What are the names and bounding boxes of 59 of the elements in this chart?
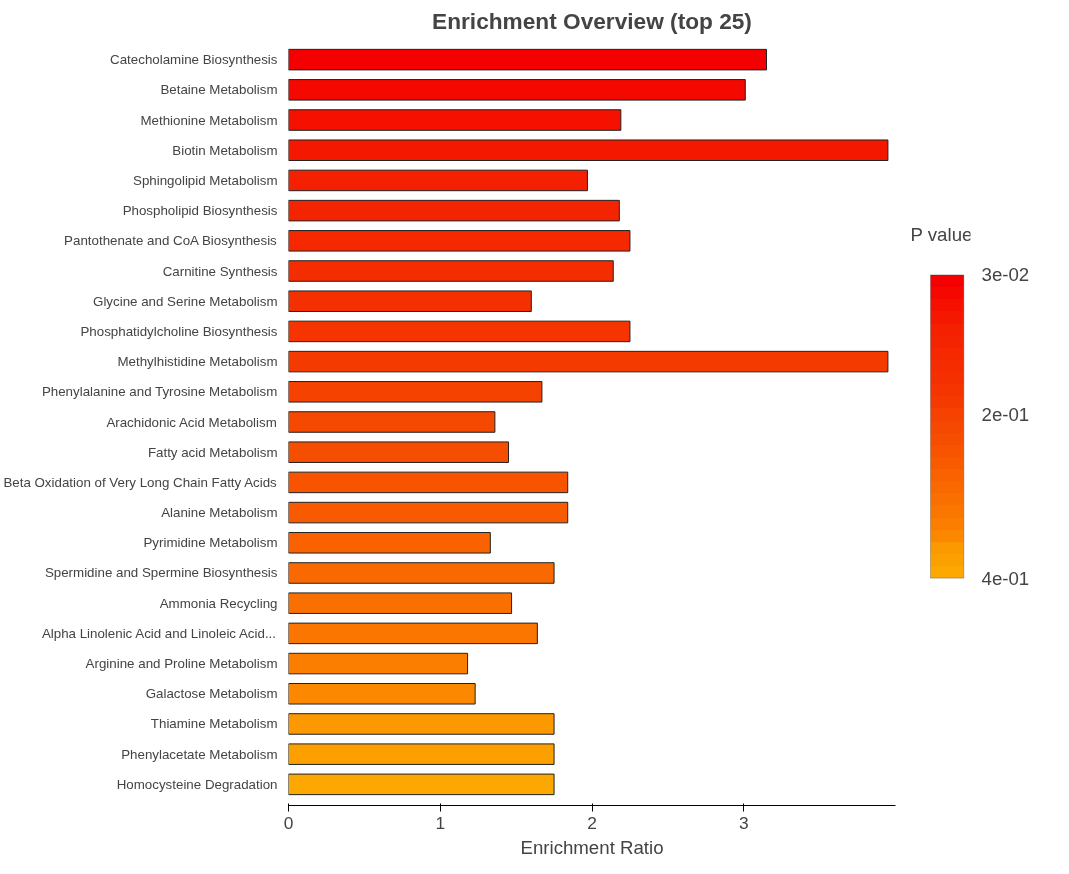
y-tick-label: Ammonia Recycling: [159, 595, 278, 611]
y-tick-label: Alpha Linolenic Acid and Linoleic Acid...: [41, 625, 277, 641]
y-tick-label: Thiamine Metabolism: [150, 716, 278, 732]
y-tick-label: Homocysteine Degradation: [116, 776, 278, 792]
y-tick-label: Betaine Metabolism: [160, 82, 278, 98]
chart-title: Enrichment Overview (top 25): [432, 7, 752, 34]
y-tick-label: Galactose Metabolism: [145, 686, 278, 702]
color-bar-label: 3e-02: [981, 264, 1030, 286]
y-tick-label: Phenylalanine and Tyrosine Metabolism: [41, 384, 278, 400]
y-tick-label: Sphingolipid Metabolism: [133, 172, 278, 188]
y-tick-label: Carnitine Synthesis: [162, 263, 278, 279]
y-tick-label: Biotin Metabolism: [172, 142, 278, 158]
y-tick-label: Phospholipid Biosynthesis: [122, 203, 278, 219]
bar: [288, 109, 622, 131]
bar: [288, 471, 569, 494]
y-tick-label: Methylhistidine Metabolism: [117, 354, 278, 370]
bar: [288, 381, 543, 403]
y-tick-label: Beta Oxidation of Very Long Chain Fatty Acids: [3, 474, 278, 490]
bar: [288, 290, 532, 312]
y-tick-label: Methionine Metabolism: [140, 112, 278, 128]
bar: [288, 773, 555, 796]
y-tick-label: Arginine and Proline Metabolism: [85, 656, 278, 672]
y-tick-label: Spermidine and Spermine Biosynthesis: [44, 565, 278, 581]
bar: [288, 48, 768, 71]
x-tick-label: 1: [435, 812, 446, 833]
x-tick-label: 2: [587, 812, 597, 833]
y-tick-label: Phosphatidylcholine Biosynthesis: [80, 323, 278, 339]
y-tick-label: Phenylacetate Metabolism: [121, 746, 278, 762]
y-tick-label: Pyrimidine Metabolism: [143, 535, 278, 551]
x-tick-label: 3: [738, 812, 749, 833]
y-tick-label: Arachidonic Acid Metabolism: [106, 414, 277, 430]
bar: [288, 411, 496, 433]
bar: [288, 350, 889, 373]
y-tick-label: Catecholamine Biosynthesis: [110, 52, 278, 68]
y-tick-label: Fatty acid Metabolism: [147, 444, 278, 460]
bar: [288, 622, 538, 645]
bar: [288, 199, 620, 222]
color-bar-label: 4e-01: [981, 567, 1030, 589]
y-tick-label: Pantothenate and CoA Biosynthesis: [64, 233, 278, 249]
y-tick-label: Glycine and Serine Metabolism: [93, 293, 278, 309]
color-bar-label: 2e-01: [981, 403, 1030, 425]
bar: [288, 441, 510, 463]
bar: [288, 652, 469, 675]
bar: [288, 743, 555, 765]
bar: [288, 230, 631, 252]
bar: [288, 592, 513, 614]
bar: [288, 139, 889, 161]
bar: [288, 713, 555, 735]
bar: [288, 501, 569, 524]
bar: [288, 79, 746, 101]
bar: [288, 320, 631, 343]
bar: [288, 562, 555, 584]
bar: [288, 532, 491, 554]
bar: [288, 169, 588, 192]
y-tick-label: Alanine Metabolism: [161, 505, 278, 521]
x-tick-label: 0: [283, 812, 294, 833]
bar: [288, 683, 476, 705]
bar: [288, 260, 614, 282]
x-axis-title: Enrichment Ratio: [520, 836, 664, 858]
